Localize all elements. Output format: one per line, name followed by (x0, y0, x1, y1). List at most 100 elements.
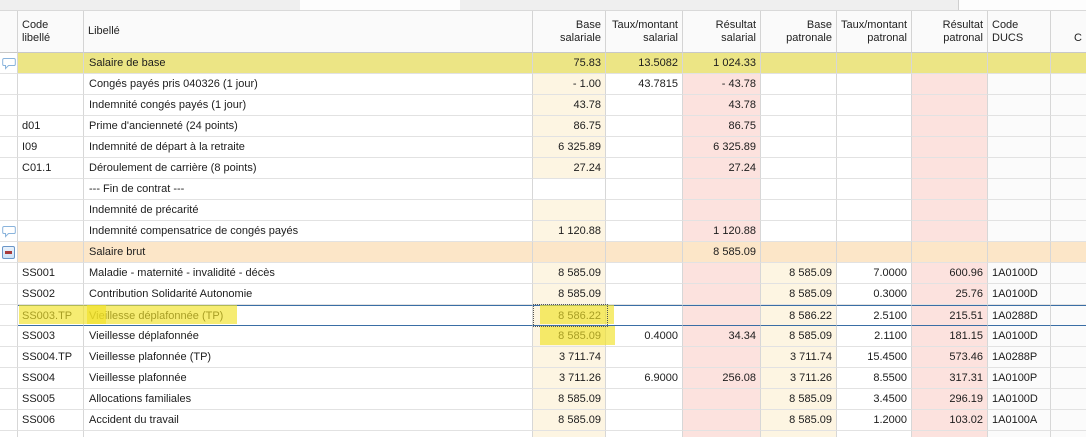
cell-base_pat[interactable] (761, 431, 837, 437)
cell-taux_pat[interactable] (837, 200, 912, 221)
cell-res_sal[interactable]: 27.24 (683, 158, 761, 179)
cell-res_pat[interactable]: 103.02 (912, 410, 988, 431)
cell-ducs[interactable] (988, 95, 1051, 116)
cell-taux_pat[interactable] (837, 221, 912, 242)
row-gutter-cell[interactable] (0, 242, 18, 263)
cell-taux_pat[interactable]: 1.2000 (837, 410, 912, 431)
cell-base_pat[interactable]: 8 585.09 (761, 410, 837, 431)
cell-base_sal[interactable] (533, 179, 606, 200)
cell-base_sal[interactable]: 8 586.22 (533, 305, 606, 326)
cell-res_pat[interactable] (912, 53, 988, 74)
cell-code[interactable]: SS004 (18, 368, 84, 389)
cell-libelle[interactable]: Indemnité congés payés (1 jour) (84, 95, 533, 116)
cell-base_pat[interactable] (761, 116, 837, 137)
cell-taux_sal[interactable] (606, 116, 683, 137)
cell-libelle[interactable]: Indemnité de départ à la retraite (84, 137, 533, 158)
cell-res_sal[interactable]: 1 120.88 (683, 221, 761, 242)
cell-base_sal[interactable]: 8 585.09 (533, 284, 606, 305)
cell-ducs[interactable] (988, 242, 1051, 263)
cell-extra[interactable] (1051, 284, 1086, 305)
cell-taux_sal[interactable] (606, 137, 683, 158)
cell-base_pat[interactable] (761, 53, 837, 74)
cell-base_sal[interactable] (533, 200, 606, 221)
cell-base_pat[interactable] (761, 221, 837, 242)
cell-res_sal[interactable] (683, 179, 761, 200)
cell-base_pat[interactable]: 8 586.22 (761, 305, 837, 326)
cell-code[interactable] (18, 221, 84, 242)
row-gutter-cell[interactable] (0, 221, 18, 242)
cell-extra[interactable] (1051, 347, 1086, 368)
cell-taux_pat[interactable] (837, 74, 912, 95)
cell-base_pat[interactable]: 8 585.09 (761, 326, 837, 347)
cell-libelle[interactable]: Allocations familiales (84, 389, 533, 410)
cell-extra[interactable] (1051, 116, 1086, 137)
cell-taux_pat[interactable] (837, 95, 912, 116)
cell-code[interactable] (18, 74, 84, 95)
cell-base_pat[interactable]: 3 711.26 (761, 368, 837, 389)
cell-res_sal[interactable]: 6 325.89 (683, 137, 761, 158)
cell-code[interactable] (18, 242, 84, 263)
cell-base_sal[interactable]: 43.78 (533, 95, 606, 116)
cell-extra[interactable] (1051, 242, 1086, 263)
cell-res_sal[interactable]: - 43.78 (683, 74, 761, 95)
cell-taux_pat[interactable] (837, 242, 912, 263)
cell-ducs[interactable]: 1A0100D (988, 326, 1051, 347)
cell-taux_sal[interactable] (606, 158, 683, 179)
cell-base_sal[interactable]: 6 325.89 (533, 137, 606, 158)
row-gutter-cell[interactable] (0, 53, 18, 74)
cell-res_pat[interactable]: 181.15 (912, 326, 988, 347)
cell-taux_sal[interactable] (606, 284, 683, 305)
cell-ducs[interactable] (988, 431, 1051, 437)
cell-taux_pat[interactable] (837, 179, 912, 200)
cell-res_sal[interactable]: 34.34 (683, 326, 761, 347)
cell-ducs[interactable]: 1A0100D (988, 389, 1051, 410)
cell-code[interactable]: SS004.TP (18, 347, 84, 368)
cell-libelle[interactable]: Indemnité de précarité (84, 200, 533, 221)
cell-taux_sal[interactable] (606, 410, 683, 431)
cell-taux_pat[interactable]: 2.1100 (837, 326, 912, 347)
cell-code[interactable]: SS003 (18, 326, 84, 347)
cell-base_pat[interactable] (761, 200, 837, 221)
cell-libelle[interactable]: --- Fin de contrat --- (84, 179, 533, 200)
cell-extra[interactable] (1051, 221, 1086, 242)
cell-taux_pat[interactable]: 2.5100 (837, 305, 912, 326)
cell-extra[interactable] (1051, 431, 1086, 437)
cell-ducs[interactable]: 1A0100A (988, 410, 1051, 431)
cell-base_pat[interactable] (761, 242, 837, 263)
cell-res_sal[interactable] (683, 263, 761, 284)
cell-taux_pat[interactable]: 8.5500 (837, 368, 912, 389)
cell-code[interactable]: C01.1 (18, 158, 84, 179)
cell-taux_pat[interactable] (837, 137, 912, 158)
cell-libelle[interactable]: Prime d'ancienneté (24 points) (84, 116, 533, 137)
cell-base_sal[interactable]: - 1.00 (533, 74, 606, 95)
cell-extra[interactable] (1051, 326, 1086, 347)
cell-ducs[interactable] (988, 200, 1051, 221)
cell-taux_sal[interactable]: 0.4000 (606, 326, 683, 347)
cell-extra[interactable] (1051, 368, 1086, 389)
cell-res_pat[interactable] (912, 95, 988, 116)
cell-ducs[interactable] (988, 179, 1051, 200)
cell-libelle[interactable]: Contribution Solidarité Autonomie (84, 284, 533, 305)
cell-ducs[interactable]: 1A0100D (988, 284, 1051, 305)
cell-code[interactable] (18, 431, 84, 437)
cell-base_sal[interactable]: 1 120.88 (533, 221, 606, 242)
cell-taux_pat[interactable] (837, 116, 912, 137)
cell-extra[interactable] (1051, 158, 1086, 179)
cell-extra[interactable] (1051, 410, 1086, 431)
cell-res_pat[interactable]: 25.76 (912, 284, 988, 305)
cell-extra[interactable] (1051, 179, 1086, 200)
cell-res_sal[interactable]: 86.75 (683, 116, 761, 137)
cell-res_pat[interactable] (912, 158, 988, 179)
cell-res_sal[interactable] (683, 410, 761, 431)
cell-code[interactable]: SS006 (18, 410, 84, 431)
cell-ducs[interactable] (988, 116, 1051, 137)
cell-res_sal[interactable] (683, 389, 761, 410)
cell-taux_sal[interactable]: 13.5082 (606, 53, 683, 74)
cell-libelle[interactable]: Salaire de base (84, 53, 533, 74)
cell-base_pat[interactable]: 3 711.74 (761, 347, 837, 368)
cell-taux_sal[interactable] (606, 347, 683, 368)
cell-libelle[interactable]: Maladie - maternité - invalidité - décès (84, 263, 533, 284)
cell-code[interactable]: SS002 (18, 284, 84, 305)
cell-code[interactable]: SS005 (18, 389, 84, 410)
cell-ducs[interactable] (988, 74, 1051, 95)
